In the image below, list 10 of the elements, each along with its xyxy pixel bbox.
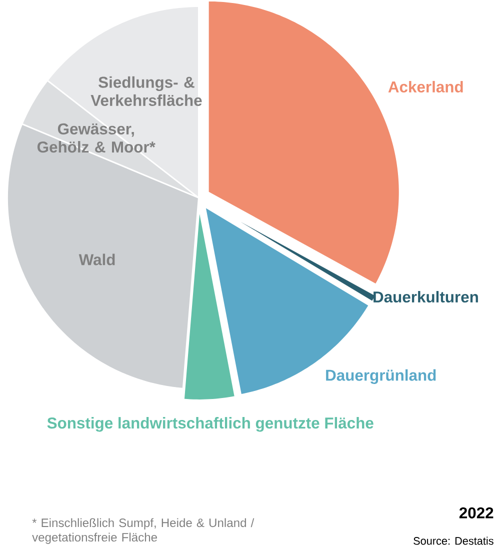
source-note: Source: Destatis xyxy=(414,536,494,545)
slice-label: Wald xyxy=(78,254,115,266)
text: 2022 xyxy=(459,507,494,518)
slice-label: Dauergrünland xyxy=(326,369,436,384)
text: * Einschließlich Sumpf, Heide & Unland / vegetationsfreie Fläche xyxy=(32,518,254,544)
slice-label: Sonstige landwirtschaftlich genutzte Fläche xyxy=(47,417,374,432)
slice-label: Dauerkulturen xyxy=(374,291,478,303)
slice-label: Ackerland xyxy=(388,80,463,92)
slice-label: Gewässer, Gehölz & Moor* xyxy=(37,123,156,153)
slice-label: Siedlungs- & Verkehrsfläche xyxy=(90,76,202,106)
